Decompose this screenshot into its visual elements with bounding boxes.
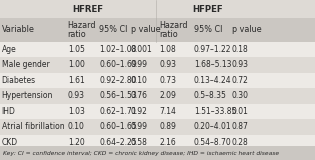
Text: 0.99: 0.99 (131, 60, 148, 69)
Text: 0.93: 0.93 (159, 60, 176, 69)
Text: HFREF: HFREF (73, 5, 104, 14)
Text: Diabetes: Diabetes (2, 76, 36, 85)
Text: Atrial fibrillation: Atrial fibrillation (2, 122, 64, 132)
Text: 7.14: 7.14 (159, 107, 176, 116)
Bar (0, 88, 315, 104)
Text: 0.89: 0.89 (159, 122, 176, 132)
Text: Male gender: Male gender (2, 60, 49, 69)
Text: Hazard
ratio: Hazard ratio (68, 21, 96, 39)
Bar (0, 135, 315, 150)
Bar (0, 146, 315, 160)
Text: 1.03: 1.03 (68, 107, 85, 116)
Text: 0.30: 0.30 (232, 91, 249, 100)
Text: Age: Age (2, 45, 16, 54)
Text: 0.18: 0.18 (232, 45, 248, 54)
Text: 0.54–8.70: 0.54–8.70 (194, 138, 232, 147)
Text: 95% CI: 95% CI (194, 25, 222, 35)
Text: 1.00: 1.00 (68, 60, 85, 69)
Text: 95% CI: 95% CI (99, 25, 128, 35)
Text: HFPEF: HFPEF (192, 5, 223, 14)
Bar (0, 42, 315, 57)
Text: 1.20: 1.20 (68, 138, 84, 147)
Bar (0, 119, 315, 135)
Text: 1.61: 1.61 (68, 76, 84, 85)
Text: Hypertension: Hypertension (2, 91, 53, 100)
Text: 0.10: 0.10 (68, 122, 85, 132)
Text: 0.28: 0.28 (232, 138, 248, 147)
Bar (0, 0, 315, 18)
Text: p value: p value (131, 25, 160, 35)
Text: 0.92–2.80: 0.92–2.80 (99, 76, 137, 85)
Text: 1.08: 1.08 (159, 45, 176, 54)
Text: IHD: IHD (2, 107, 15, 116)
Text: 0.60–1.69: 0.60–1.69 (99, 60, 137, 69)
Text: Key: CI = confidence interval; CKD = chronic kidney disease; IHD = ischaemic hea: Key: CI = confidence interval; CKD = chr… (3, 151, 279, 156)
Text: 0.001: 0.001 (131, 45, 152, 54)
Text: 0.72: 0.72 (232, 76, 249, 85)
Text: 0.93: 0.93 (68, 91, 85, 100)
Text: 0.20–4.01: 0.20–4.01 (194, 122, 231, 132)
Text: 1.51–33.85: 1.51–33.85 (194, 107, 236, 116)
Text: p value: p value (232, 25, 261, 35)
Bar (0, 104, 315, 119)
Text: 0.5–8.35: 0.5–8.35 (194, 91, 226, 100)
Text: 0.87: 0.87 (232, 122, 249, 132)
Text: 0.64–2.25: 0.64–2.25 (99, 138, 137, 147)
Text: 0.99: 0.99 (131, 122, 148, 132)
Text: 0.01: 0.01 (232, 107, 249, 116)
Text: Hazard
ratio: Hazard ratio (159, 21, 187, 39)
Text: Variable: Variable (2, 25, 34, 35)
Text: 0.10: 0.10 (131, 76, 148, 85)
Text: 2.16: 2.16 (159, 138, 176, 147)
Text: 0.58: 0.58 (131, 138, 148, 147)
Text: 1.05: 1.05 (68, 45, 85, 54)
Bar (0, 73, 315, 88)
Bar (0, 57, 315, 73)
Text: CKD: CKD (2, 138, 18, 147)
Text: 0.13–4.24: 0.13–4.24 (194, 76, 231, 85)
Text: 0.93: 0.93 (232, 60, 249, 69)
Text: 0.60–1.65: 0.60–1.65 (99, 122, 137, 132)
Text: 2.09: 2.09 (159, 91, 176, 100)
Text: 0.92: 0.92 (131, 107, 148, 116)
Text: 0.97–1.22: 0.97–1.22 (194, 45, 231, 54)
Text: 1.68–5.13: 1.68–5.13 (194, 60, 231, 69)
Text: 0.73: 0.73 (159, 76, 176, 85)
Bar (0, 18, 315, 42)
Text: 1.02–1.08: 1.02–1.08 (99, 45, 137, 54)
Text: 0.76: 0.76 (131, 91, 148, 100)
Text: 0.62–1.71: 0.62–1.71 (99, 107, 137, 116)
Text: 0.56–1.53: 0.56–1.53 (99, 91, 137, 100)
